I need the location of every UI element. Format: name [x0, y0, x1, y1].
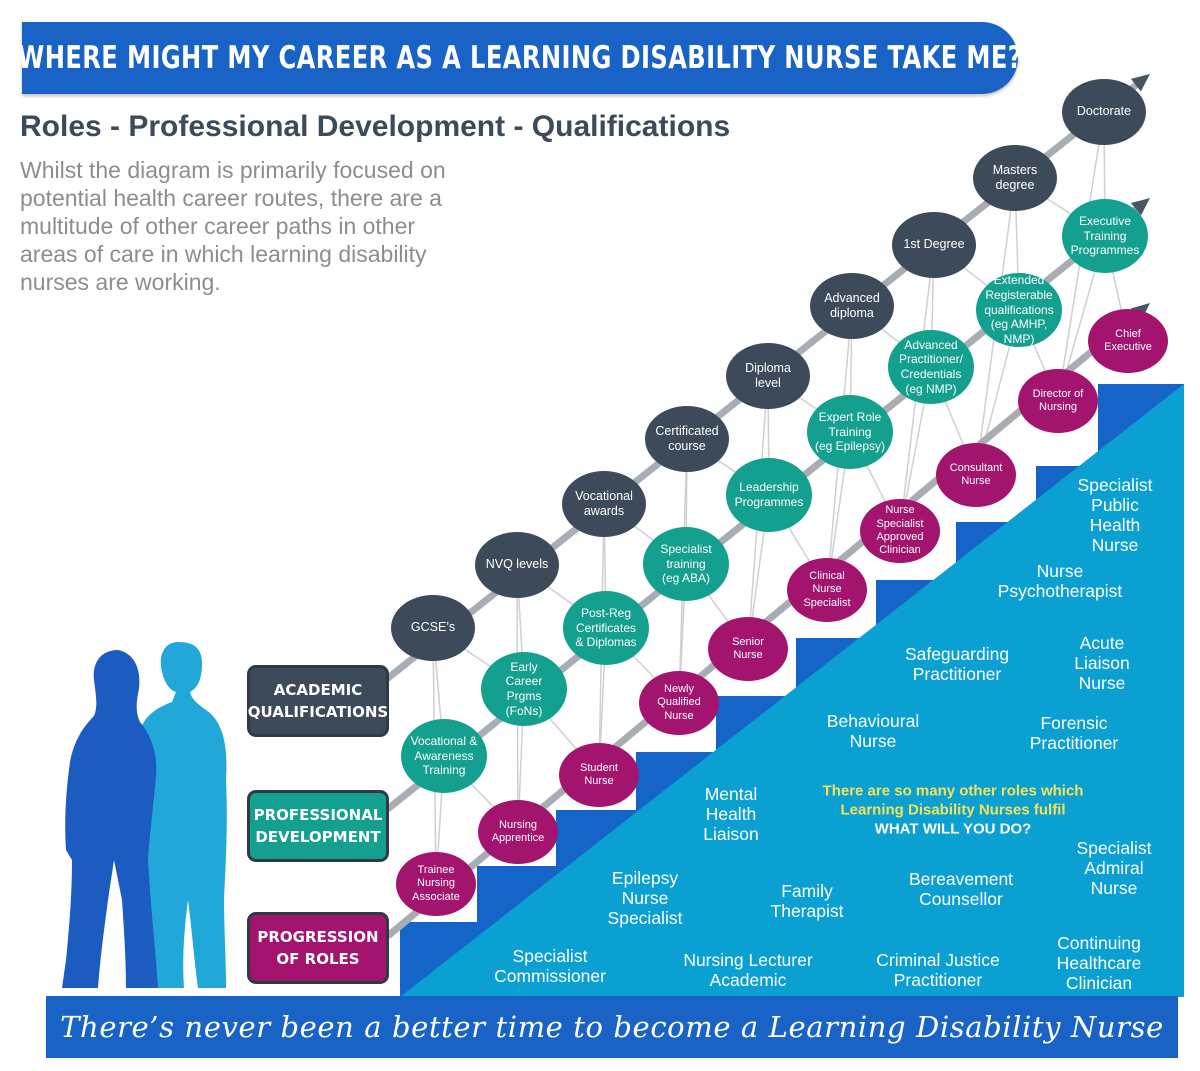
role-specialist-admiral-nurse: Specialist Admiral Nurse	[1076, 838, 1152, 898]
role-node-director-of-nursing: Director of Nursing	[1018, 369, 1098, 433]
label-progression-of-roles: PROGRESSION OF ROLES	[247, 912, 389, 984]
staircase-light	[400, 384, 1184, 997]
development-node-executive-training-programmes: Executive Training Programmes	[1062, 199, 1148, 273]
role-family-therapist: Family Therapist	[770, 881, 844, 921]
development-node-expert-role-training-eg-epilepsy: Expert Role Training (eg Epilepsy)	[807, 395, 893, 469]
role-epilepsy-nurse-specialist: Epilepsy Nurse Specialist	[607, 868, 683, 928]
qualification-node-advanced-diploma: Advanced diploma	[810, 273, 894, 339]
role-node-student-nurse: Student Nurse	[559, 743, 639, 807]
development-node-early-career-prgms-fons: Early Career Prgms (FoNs)	[481, 652, 567, 726]
subtitle: Roles - Professional Development - Quali…	[20, 110, 731, 143]
qualification-node-diploma-level: Diploma level	[726, 343, 810, 409]
role-node-consultant-nurse: Consultant Nurse	[936, 443, 1016, 507]
role-node-newly-qualified-nurse: Newly Qualified Nurse	[639, 671, 719, 735]
page-title: WHERE MIGHT MY CAREER AS A LEARNING DISA…	[17, 40, 1023, 76]
development-node-specialist-training-eg-aba: Specialist training (eg ABA)	[643, 527, 729, 601]
callout-line-1: There are so many other roles which	[822, 782, 1084, 800]
qualification-node-1st-degree: 1st Degree	[892, 212, 976, 278]
intro-text: Whilst the diagram is primarily focused …	[20, 157, 446, 295]
role-node-clinical-nurse-specialist: Clinical Nurse Specialist	[787, 558, 867, 622]
qualification-node-gcse-s: GCSE’s	[391, 595, 475, 661]
role-node-chief-executive: Chief Executive	[1088, 309, 1168, 373]
role-specialist-commissioner: Specialist Commissioner	[494, 946, 606, 986]
title-banner: WHERE MIGHT MY CAREER AS A LEARNING DISA…	[18, 22, 1022, 94]
footer-banner: There’s never been a better time to beco…	[46, 996, 1178, 1058]
role-behavioural-nurse: Behavioural Nurse	[826, 711, 920, 751]
role-nurse-psychotherapist: Nurse Psychotherapist	[997, 561, 1123, 601]
role-node-nurse-specialist-approved-clinician: Nurse Specialist Approved Clinician	[860, 499, 940, 563]
footer-tagline: There’s never been a better time to beco…	[60, 1010, 1164, 1044]
arrow-development-head	[1130, 198, 1150, 216]
development-node-post-reg-certificates-diplomas: Post-Reg Certificates & Diplomas	[563, 591, 649, 665]
label-professional-development: PROFESSIONAL DEVELOPMENT	[247, 790, 389, 862]
person-male-silhouette	[137, 642, 227, 988]
role-criminal-justice-practitioner: Criminal Justice Practitioner	[876, 950, 1000, 990]
development-node-advanced-practitioner-credentials-eg-nmp: Advanced Practitioner/ Credentials (eg N…	[888, 330, 974, 404]
role-node-trainee-nursing-associate: Trainee Nursing Associate	[396, 852, 476, 916]
role-forensic-practitioner: Forensic Practitioner	[1029, 713, 1119, 753]
role-node-nursing-apprentice: Nursing Apprentice	[478, 800, 558, 864]
development-node-vocational-awareness-training: Vocational & Awareness Training	[401, 719, 487, 793]
role-continuing-healthcare-clinician: Continuing Healthcare Clinician	[1056, 933, 1142, 993]
qualification-node-masters-degree: Masters degree	[973, 145, 1057, 211]
qualification-node-doctorate: Doctorate	[1062, 79, 1146, 145]
role-safeguarding-practitioner: Safeguarding Practitioner	[904, 644, 1010, 684]
callout: There are so many other roles which Lear…	[823, 782, 1084, 839]
role-node-senior-nurse: Senior Nurse	[708, 617, 788, 681]
role-nursing-lecturer-academic: Nursing Lecturer Academic	[683, 950, 813, 990]
person-female-silhouette	[62, 650, 158, 988]
role-bereavement-counsellor: Bereavement Counsellor	[908, 869, 1014, 909]
qualification-node-certificated-course: Certificated course	[645, 406, 729, 472]
role-acute-liaison-nurse: Acute Liaison Nurse	[1074, 633, 1130, 693]
arrow-academic-head	[1130, 74, 1150, 92]
callout-line-2: Learning Disability Nurses fulfil	[840, 801, 1066, 819]
callout-question: WHAT WILL YOU DO?	[874, 820, 1032, 838]
development-node-extended-registerable-qualifications-eg-amhp-nmp: Extended Registerable qualifications (eg…	[976, 273, 1062, 347]
silhouette-figures	[62, 642, 227, 988]
qualification-node-vocational-awards: Vocational awards	[562, 471, 646, 537]
role-mental-health-liaison: Mental Health Liaison	[703, 784, 759, 844]
qualification-node-nvq-levels: NVQ levels	[475, 532, 559, 598]
role-specialist-public-health-nurse: Specialist Public Health Nurse	[1077, 475, 1153, 555]
development-node-leadership-programmes: Leadership Programmes	[726, 458, 812, 532]
label-academic-qualifications: ACADEMIC QUALIFICATIONS	[247, 665, 389, 737]
